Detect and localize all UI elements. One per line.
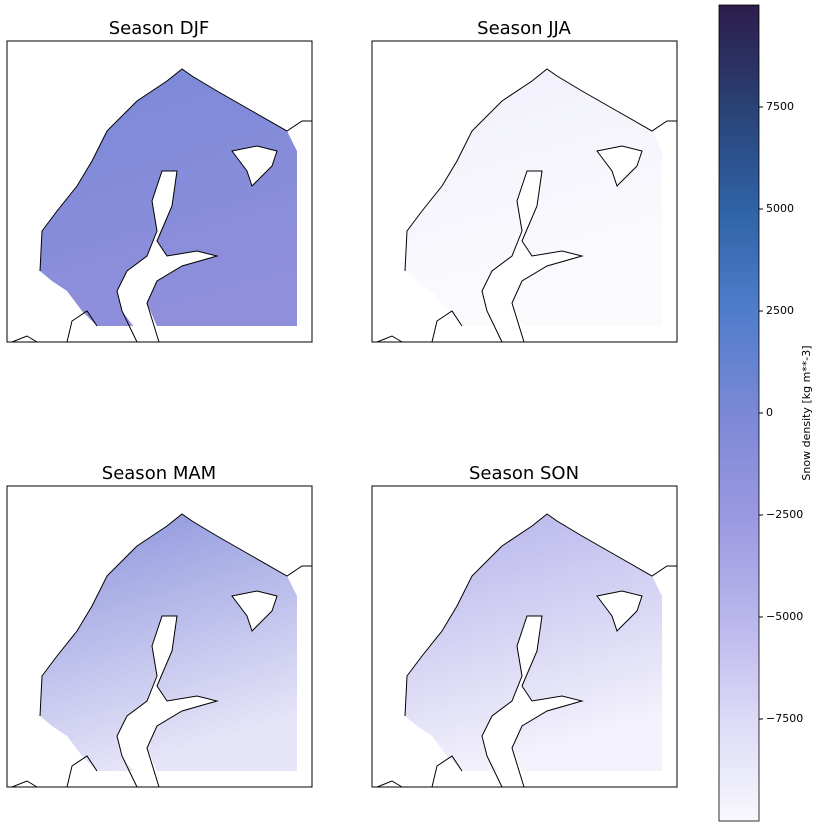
panel-title: Season SON <box>469 463 579 484</box>
map-frame <box>371 40 678 343</box>
colorbar-tick-label: 5000 <box>766 202 794 215</box>
sea <box>482 171 582 331</box>
map-panel <box>371 485 678 788</box>
sea <box>117 171 217 331</box>
sea <box>232 591 277 631</box>
panel-title: Season MAM <box>102 463 216 484</box>
map-panel <box>6 40 313 343</box>
map-frame <box>6 485 313 788</box>
coastline <box>376 68 677 343</box>
map-panel <box>6 485 313 788</box>
coastline <box>11 513 312 788</box>
colorbar-tick-label: −2500 <box>766 508 803 521</box>
map-frame <box>6 40 313 343</box>
colorbar-tick-label: 0 <box>766 406 773 419</box>
colorbar-tick-label: −5000 <box>766 610 803 623</box>
coastline <box>11 68 312 343</box>
colorbar-label: Snow density [kg m**-3] <box>800 345 813 480</box>
colorbar-tick-label: 2500 <box>766 304 794 317</box>
colorbar-tick-label: 7500 <box>766 100 794 113</box>
map-panel <box>371 40 678 343</box>
sea <box>597 146 642 186</box>
panel-title: Season DJF <box>109 18 210 39</box>
panel-title: Season JJA <box>477 18 571 39</box>
coastline <box>376 513 677 788</box>
sea <box>117 616 217 776</box>
colorbar <box>718 4 760 822</box>
sea <box>597 591 642 631</box>
sea <box>232 146 277 186</box>
colorbar-tick-label: −7500 <box>766 712 803 725</box>
map-frame <box>371 485 678 788</box>
sea <box>482 616 582 776</box>
